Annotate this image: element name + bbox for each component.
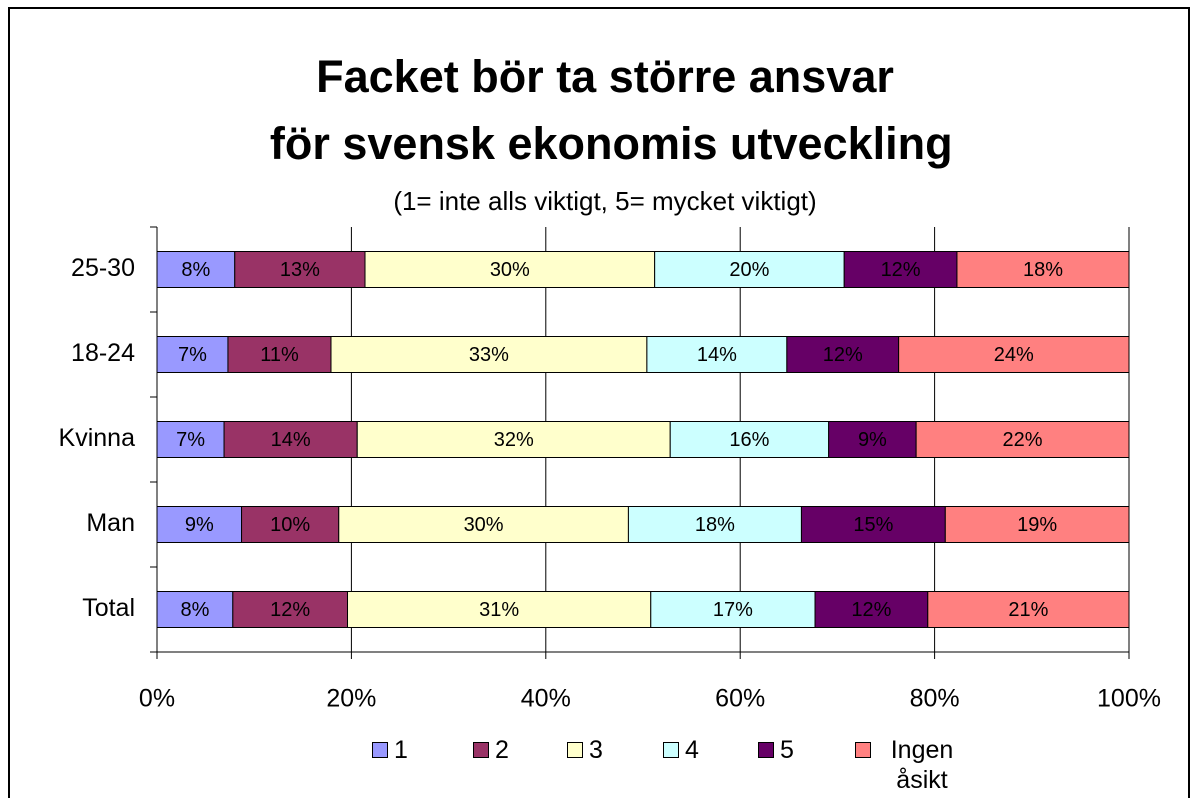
data-label: 32% [494,429,534,451]
legend-label: Ingen åsikt [890,736,954,794]
bar-segment [915,421,1130,458]
bar-segment [646,336,788,373]
bar-segment [669,421,830,458]
chart-subtitle: (1= inte alls viktigt, 5= mycket viktigt… [393,186,816,216]
data-label: 12% [851,599,891,621]
legend-swatch [663,742,679,758]
bar-segment [944,506,1130,543]
bar-segment [898,336,1130,373]
bar-segment [156,591,234,628]
data-label: 22% [1003,429,1043,451]
data-label: 15% [853,514,893,536]
bar-segment [654,251,845,288]
bar-segment [347,591,652,628]
data-label: 10% [270,514,310,536]
data-label: 18% [1023,259,1063,281]
data-label: 8% [180,599,209,621]
legend-item: 1 [372,735,408,765]
bar-segment [828,421,917,458]
data-label: 9% [858,429,887,451]
bar-segment [814,591,929,628]
x-tick-label: 60% [715,685,765,713]
legend-item: 2 [473,735,509,765]
bar-segment [843,251,958,288]
legend-swatch [372,742,388,758]
data-label: 16% [729,429,769,451]
x-tick-label: 80% [910,685,960,713]
data-label: 13% [280,259,320,281]
x-tick-label: 100% [1097,685,1161,713]
data-label: 19% [1017,514,1057,536]
data-label: 9% [185,514,214,536]
data-label: 33% [469,344,509,366]
x-tick-label: 0% [139,685,175,713]
data-label: 8% [181,259,210,281]
chart-frame [8,7,1190,798]
data-label: 21% [1008,599,1048,621]
bar-segment [356,421,671,458]
y-tick-label: 25-30 [71,254,135,282]
chart-title: Facket bör ta större ansvar för svensk e… [257,51,952,169]
legend-swatch [567,742,583,758]
data-label: 30% [464,514,504,536]
data-label: 14% [697,344,737,366]
data-label: 12% [823,344,863,366]
legend-item: 4 [663,735,699,765]
legend-label: 5 [780,736,794,764]
data-label: 18% [695,514,735,536]
bar-segment [241,506,340,543]
data-label: 12% [270,599,310,621]
x-tick-label: 40% [521,685,571,713]
bar-segment [156,336,229,373]
bar-segment [956,251,1130,288]
bar-segment [786,336,900,373]
legend-label: 3 [589,736,603,764]
bar-segment [156,421,225,458]
legend-swatch [473,742,489,758]
legend-item: 5 [758,735,794,765]
data-label: 7% [176,429,205,451]
legend-item: Ingen åsikt [855,735,967,795]
data-label: 24% [994,344,1034,366]
data-label: 7% [178,344,207,366]
data-label: 12% [881,259,921,281]
legend-label: 1 [394,736,408,764]
y-tick-label: Man [86,509,135,537]
legend-swatch [855,742,871,758]
data-label: 17% [713,599,753,621]
bar-segment [156,506,243,543]
bar-segment [364,251,656,288]
legend-label: 4 [685,736,699,764]
data-label: 11% [260,344,299,366]
legend-swatch [758,742,774,758]
bar-segment [227,336,332,373]
data-label: 30% [490,259,530,281]
legend-label: 2 [495,736,509,764]
bar-segment [234,251,366,288]
bar-segment [927,591,1130,628]
x-tick-label: 20% [326,685,376,713]
legend-item: 3 [567,735,603,765]
y-tick-label: Total [82,594,135,622]
y-tick-label: Kvinna [59,424,136,452]
data-label: 31% [479,599,519,621]
data-label: 14% [271,429,311,451]
bar-segment [330,336,648,373]
data-label: 20% [729,259,769,281]
bar-segment [800,506,946,543]
y-tick-label: 18-24 [71,339,135,367]
